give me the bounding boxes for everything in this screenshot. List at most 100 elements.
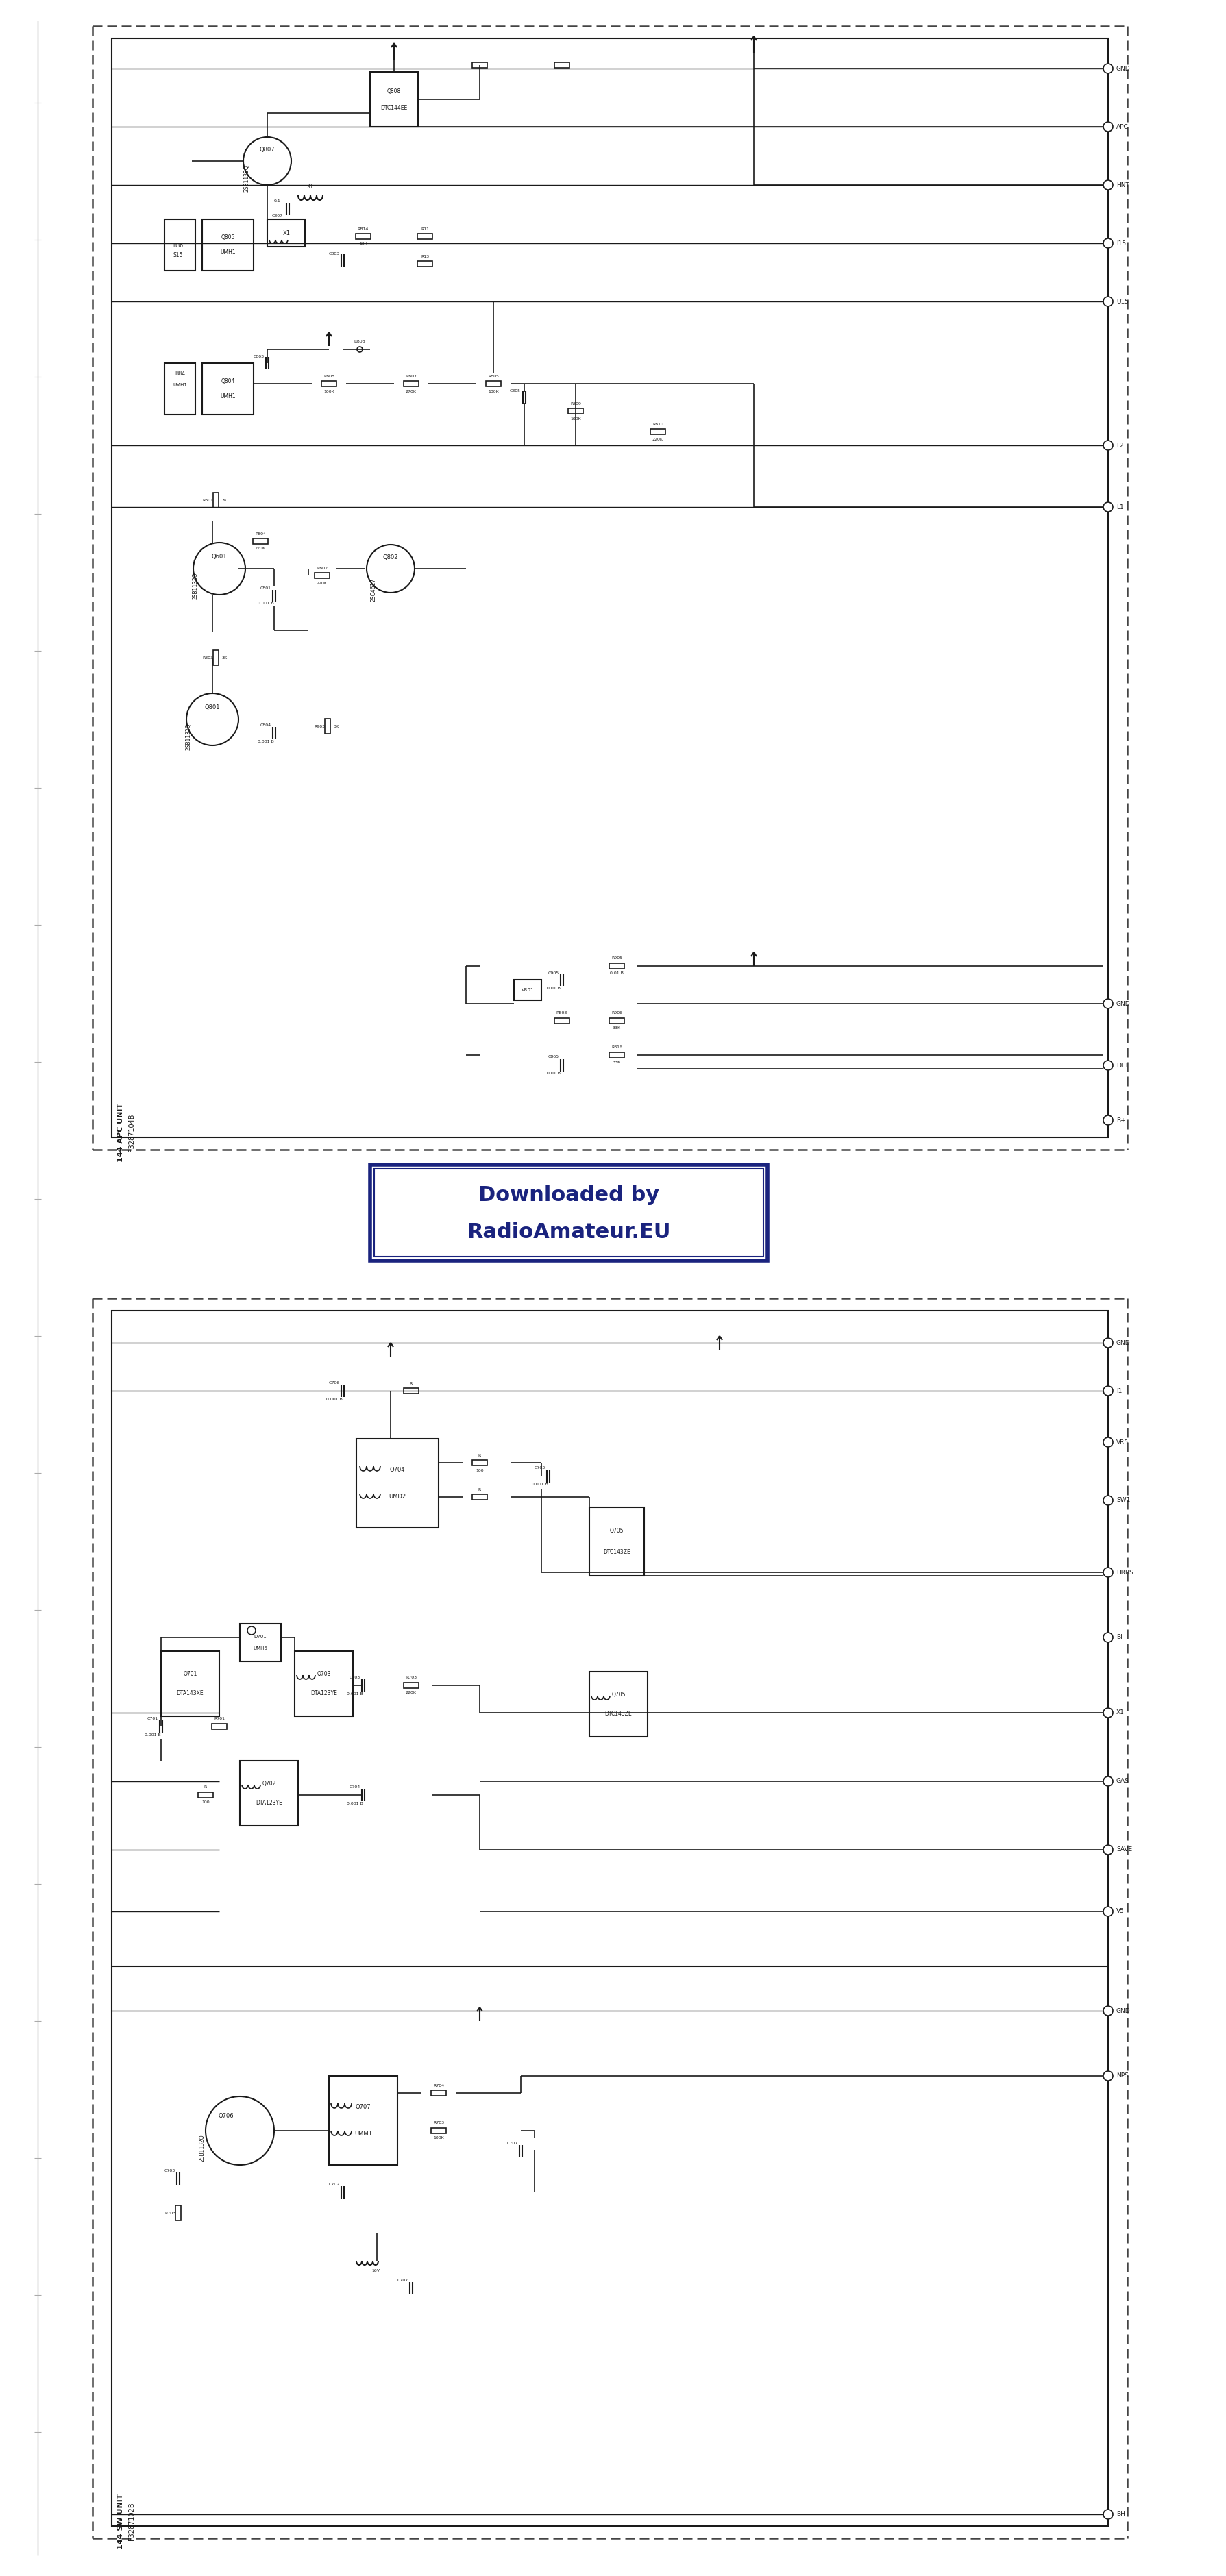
- Text: S15: S15: [173, 252, 183, 258]
- Text: C703: C703: [535, 1466, 546, 1471]
- Text: L2: L2: [1116, 443, 1123, 448]
- Text: 270K: 270K: [406, 389, 417, 394]
- Text: 10K: 10K: [359, 242, 367, 245]
- Bar: [197, 1793, 213, 1798]
- Text: GAS: GAS: [1116, 1777, 1129, 1785]
- Circle shape: [1102, 1061, 1112, 1069]
- Circle shape: [1102, 1569, 1112, 1577]
- Bar: [161, 1651, 219, 1716]
- Bar: [325, 719, 330, 734]
- Text: GND: GND: [1116, 64, 1130, 72]
- Text: C703: C703: [349, 1674, 360, 1680]
- Text: Q705: Q705: [611, 1692, 625, 1698]
- Text: DTC143ZE: DTC143ZE: [603, 1548, 630, 1556]
- Circle shape: [1102, 240, 1112, 247]
- Text: Q705: Q705: [609, 1528, 624, 1535]
- Circle shape: [1102, 502, 1112, 513]
- Text: SAVE: SAVE: [1116, 1847, 1132, 1852]
- Text: C704: C704: [349, 1785, 360, 1788]
- Text: Q704: Q704: [390, 1466, 405, 1473]
- Text: SW1: SW1: [1116, 1497, 1129, 1504]
- Text: 0.1: 0.1: [275, 198, 281, 204]
- Text: 2SB1132Q: 2SB1132Q: [192, 572, 199, 600]
- Text: 33K: 33K: [612, 1061, 620, 1064]
- Text: 144 SW UNIT: 144 SW UNIT: [118, 2494, 124, 2550]
- Text: R903: R903: [314, 724, 325, 729]
- Circle shape: [1102, 1115, 1112, 1126]
- Bar: [403, 381, 418, 386]
- Circle shape: [1102, 999, 1112, 1007]
- Text: Q707: Q707: [356, 2105, 370, 2110]
- Bar: [112, 39, 1107, 1136]
- Bar: [568, 410, 582, 415]
- Text: R: R: [478, 1453, 481, 1458]
- Bar: [609, 1054, 624, 1059]
- Text: 0.001 B: 0.001 B: [347, 1692, 363, 1695]
- Text: R810: R810: [652, 422, 663, 425]
- Text: C803: C803: [329, 252, 340, 255]
- Text: HRBS: HRBS: [1116, 1569, 1133, 1577]
- Text: R703: R703: [406, 1677, 417, 1680]
- Text: R905: R905: [611, 956, 622, 961]
- Text: 144 APC UNIT: 144 APC UNIT: [118, 1103, 124, 1162]
- Text: 3K: 3K: [222, 657, 228, 659]
- Circle shape: [357, 348, 363, 353]
- Text: C701: C701: [147, 1716, 158, 1721]
- Text: 0.001 B: 0.001 B: [257, 600, 273, 605]
- Bar: [374, 1170, 763, 1257]
- Text: BB4: BB4: [175, 371, 185, 376]
- Bar: [357, 1440, 439, 1528]
- Bar: [164, 363, 195, 415]
- Bar: [472, 1461, 487, 1466]
- Text: C801: C801: [260, 587, 271, 590]
- Circle shape: [367, 544, 414, 592]
- Text: C865: C865: [548, 1056, 559, 1059]
- Bar: [175, 2205, 180, 2221]
- Circle shape: [1102, 2509, 1112, 2519]
- Text: R801: R801: [202, 497, 213, 502]
- Text: I15: I15: [1116, 240, 1125, 247]
- Text: 0.001 B: 0.001 B: [347, 1801, 363, 1806]
- Text: U15: U15: [1116, 299, 1128, 304]
- Text: UMM1: UMM1: [354, 2130, 371, 2138]
- Bar: [321, 381, 336, 386]
- Text: L1: L1: [1116, 505, 1123, 510]
- Text: 2SB1132Q: 2SB1132Q: [185, 724, 191, 750]
- Circle shape: [1102, 1386, 1112, 1396]
- Circle shape: [1102, 296, 1112, 307]
- Text: 0.001 B: 0.001 B: [326, 1396, 342, 1401]
- Bar: [267, 219, 305, 247]
- Text: 220K: 220K: [255, 546, 266, 549]
- Bar: [588, 1507, 644, 1577]
- Text: R809: R809: [570, 402, 581, 404]
- Text: Downloaded by: Downloaded by: [478, 1185, 658, 1206]
- Text: R804: R804: [255, 533, 266, 536]
- Text: F3287102B: F3287102B: [128, 2501, 135, 2540]
- Text: 2SB1132Q: 2SB1132Q: [244, 165, 250, 191]
- Text: 2SB1132Q: 2SB1132Q: [199, 2136, 205, 2161]
- Text: C807: C807: [272, 214, 283, 216]
- Circle shape: [1102, 1844, 1112, 1855]
- Text: R805: R805: [488, 374, 499, 379]
- Bar: [112, 1311, 1107, 2527]
- Bar: [514, 979, 541, 999]
- Text: 220K: 220K: [406, 1692, 417, 1695]
- Text: DTA123YE: DTA123YE: [255, 1801, 282, 1806]
- Text: C905: C905: [548, 971, 559, 974]
- Bar: [609, 1018, 624, 1023]
- Text: V5: V5: [1116, 1909, 1124, 1914]
- Text: 100K: 100K: [433, 2136, 444, 2141]
- Circle shape: [248, 1625, 255, 1636]
- Circle shape: [1102, 180, 1112, 191]
- Bar: [213, 492, 218, 507]
- Text: Q805: Q805: [221, 234, 234, 240]
- Bar: [370, 72, 418, 126]
- Text: GND: GND: [1116, 2007, 1130, 2014]
- Text: Q802: Q802: [383, 554, 398, 559]
- Bar: [609, 963, 624, 969]
- Bar: [403, 1682, 418, 1687]
- Text: DTC143ZE: DTC143ZE: [604, 1710, 631, 1718]
- Text: Q702: Q702: [262, 1780, 276, 1788]
- Text: 0.001 B: 0.001 B: [145, 1734, 161, 1736]
- Bar: [356, 234, 370, 240]
